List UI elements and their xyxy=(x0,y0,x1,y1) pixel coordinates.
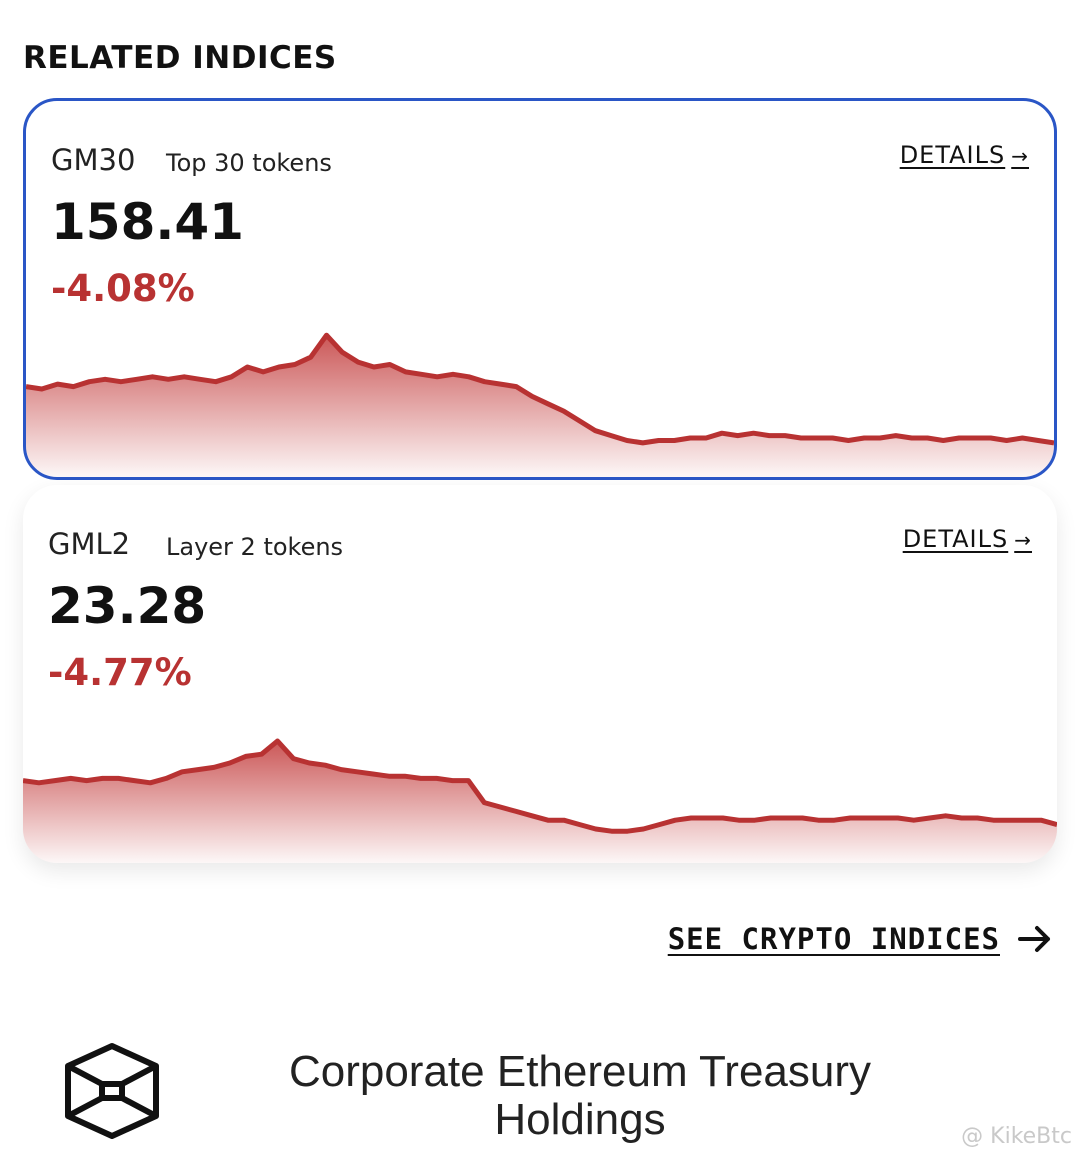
arrow-right-icon: → xyxy=(1014,528,1032,552)
index-change: -4.77% xyxy=(48,651,192,694)
sparkline-line xyxy=(23,738,1057,834)
details-link[interactable]: DETAILS → xyxy=(900,141,1029,169)
sparkline-area xyxy=(23,741,1057,863)
details-label: DETAILS xyxy=(899,141,1006,169)
section-title: RELATED INDICES xyxy=(23,40,337,76)
details-label: DETAILS xyxy=(902,525,1009,553)
arrow-right-icon: → xyxy=(1011,144,1029,168)
index-symbol: GML2 xyxy=(48,527,131,561)
index-card-gm30[interactable]: GM30 Top 30 tokens DETAILS → 158.41 -4.08… xyxy=(23,98,1057,480)
arrow-right-icon xyxy=(1018,926,1050,952)
sparkline-chart xyxy=(23,738,1057,863)
index-description: Top 30 tokens xyxy=(166,149,332,177)
index-card-gml2[interactable]: GML2 Layer 2 tokens DETAILS → 23.28 -4.77… xyxy=(23,485,1057,863)
index-description: Layer 2 tokens xyxy=(166,533,344,561)
sparkline-line xyxy=(26,332,1054,446)
index-symbol: GM30 xyxy=(51,143,136,177)
cube-logo-icon xyxy=(65,1043,159,1139)
index-change: -4.08% xyxy=(51,267,195,310)
index-value: 23.28 xyxy=(48,577,207,635)
see-crypto-indices-link[interactable]: SEE CRYPTO INDICES xyxy=(668,922,1052,956)
details-link[interactable]: DETAILS → xyxy=(903,525,1032,553)
see-crypto-indices-label: SEE CRYPTO INDICES xyxy=(667,922,1000,956)
corporate-treasury-title: Corporate Ethereum Treasury Holdings xyxy=(288,1047,872,1144)
watermark: @ KikeBtc xyxy=(961,1124,1072,1149)
sparkline-area xyxy=(26,335,1054,477)
sparkline-chart xyxy=(26,332,1054,477)
index-value: 158.41 xyxy=(51,193,244,251)
